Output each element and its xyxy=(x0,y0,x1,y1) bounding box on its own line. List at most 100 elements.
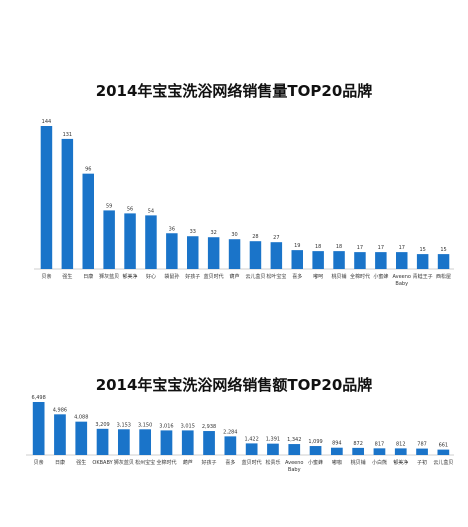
x-tick-label: 好孩子 xyxy=(202,459,217,466)
sales-volume-bar-chart: 144 贝亲 131 强生 96 日康 59 狮灰蓝贝 56 郁美净 54 好心 36 袋鼠孙 33 好孩子 3… xyxy=(34,119,454,287)
data-label: 872 xyxy=(353,441,363,447)
bar xyxy=(61,138,74,269)
x-tick-label: 日康 xyxy=(55,459,65,466)
bar xyxy=(103,210,115,269)
bar xyxy=(312,251,324,269)
bar xyxy=(270,242,283,269)
data-label: 4,986 xyxy=(53,407,67,413)
x-tick-label: 子初 xyxy=(417,459,427,466)
bar xyxy=(291,250,303,269)
bar xyxy=(333,251,345,269)
bar xyxy=(416,254,429,269)
bar xyxy=(82,173,94,269)
x-tick-label: 西松屋 xyxy=(436,273,451,280)
x-tick-label: 全棉时代 xyxy=(350,273,370,280)
data-label: 6,498 xyxy=(31,395,45,401)
data-label: 17 xyxy=(357,245,363,251)
chart-title-revenue: 2014年宝宝洗浴网络销售额TOP20品牌 xyxy=(95,376,373,394)
bar xyxy=(166,233,178,269)
data-label: 27 xyxy=(273,235,279,241)
bar xyxy=(373,448,386,455)
data-label: 28 xyxy=(252,234,258,240)
x-tick-label: 松叶宝宝 xyxy=(266,273,286,280)
data-label: 4,088 xyxy=(74,415,88,421)
data-label: 661 xyxy=(439,443,449,449)
x-tick-label: Aveeno xyxy=(393,274,411,280)
x-tick-label: 小蜜蜂 xyxy=(373,273,388,280)
bar xyxy=(394,448,407,455)
data-label: 36 xyxy=(169,226,175,232)
bar xyxy=(124,213,136,269)
x-tick-label: 贝亲 xyxy=(41,273,51,280)
data-label: 787 xyxy=(417,442,427,448)
bar xyxy=(228,239,241,269)
bar xyxy=(75,421,88,455)
data-label: 131 xyxy=(63,132,73,138)
data-label: 144 xyxy=(42,119,52,125)
bar xyxy=(187,236,199,269)
x-tick-label: 蓝贝时代 xyxy=(242,459,262,466)
bar xyxy=(354,252,366,269)
chart-title-volume: 2014年宝宝洗浴网络销售量TOP20品牌 xyxy=(95,82,373,100)
data-label: 19 xyxy=(294,243,300,249)
x-tick-label: OKBABY xyxy=(92,460,113,466)
bar xyxy=(375,252,387,269)
data-label: 18 xyxy=(315,244,321,250)
data-label: 96 xyxy=(85,167,91,173)
x-tick-label: 好心 xyxy=(146,273,156,280)
bar xyxy=(309,446,322,455)
data-label: 1,099 xyxy=(308,439,322,445)
x-tick-label: 青蛙王子 xyxy=(413,273,433,280)
x-tick-label: 小白熊 xyxy=(372,459,387,466)
x-tick-label: Baby xyxy=(395,281,408,287)
x-tick-label: 小蜜蜂 xyxy=(308,459,323,466)
data-label: 18 xyxy=(336,244,342,250)
bar xyxy=(181,430,194,455)
bar xyxy=(437,254,450,269)
x-tick-label: 喜多 xyxy=(225,459,235,466)
x-tick-label: 日康 xyxy=(83,273,93,280)
bar xyxy=(40,126,53,269)
data-label: 1,422 xyxy=(244,436,258,442)
x-tick-label: 狮灰蓝贝 xyxy=(114,459,134,466)
data-label: 15 xyxy=(440,247,446,253)
bar xyxy=(203,431,215,455)
bar xyxy=(330,447,343,455)
x-tick-label: 云儿盒贝 xyxy=(433,459,453,466)
data-label: 59 xyxy=(106,203,112,209)
data-label: 3,016 xyxy=(159,423,173,429)
data-label: 15 xyxy=(419,247,425,253)
x-tick-label: Baby xyxy=(288,467,301,473)
x-tick-label: 松贵乐 xyxy=(265,459,280,466)
data-label: 3,150 xyxy=(138,422,152,428)
bar xyxy=(352,447,365,455)
x-tick-label: 葫芦 xyxy=(183,459,193,466)
bar xyxy=(416,448,428,455)
data-label: 817 xyxy=(375,441,385,447)
x-tick-label: 狮灰蓝贝 xyxy=(99,273,119,280)
x-tick-label: 郁美净 xyxy=(123,273,138,280)
data-label: 812 xyxy=(396,441,406,447)
x-tick-label: 云儿盒贝 xyxy=(245,273,265,280)
data-label: 32 xyxy=(210,230,216,236)
bar xyxy=(139,429,152,455)
data-label: 3,209 xyxy=(95,422,109,428)
x-tick-label: 蓝贝时代 xyxy=(204,273,224,280)
x-tick-label: 嘟咖 xyxy=(332,459,342,466)
bar xyxy=(54,414,66,455)
data-label: 3,015 xyxy=(181,423,195,429)
x-tick-label: 桃贝铺 xyxy=(351,459,366,466)
x-tick-label: 全棉时代 xyxy=(156,459,176,466)
data-label: 1,391 xyxy=(266,437,280,443)
bar xyxy=(396,252,408,269)
bar xyxy=(117,429,130,455)
data-label: 17 xyxy=(399,245,405,251)
data-label: 1,342 xyxy=(287,437,301,443)
data-label: 17 xyxy=(378,245,384,251)
x-tick-label: 嘟呵 xyxy=(313,273,323,280)
bar xyxy=(249,241,262,269)
x-tick-label: 强生 xyxy=(62,273,72,280)
data-label: 56 xyxy=(127,206,133,212)
x-tick-label: Aveeno xyxy=(285,460,303,466)
data-label: 2,284 xyxy=(223,429,237,435)
